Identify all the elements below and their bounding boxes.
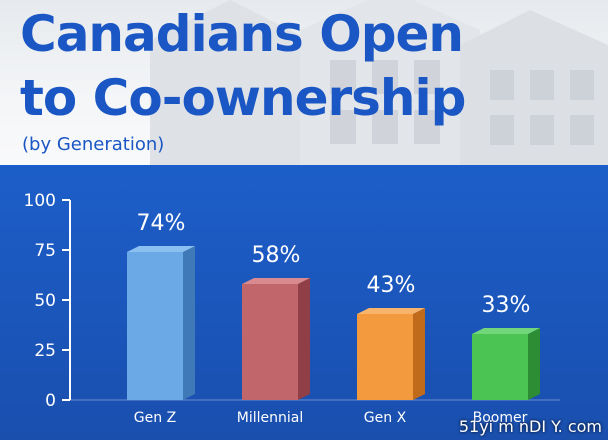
bar-group-gen-x: 43% Gen X <box>357 273 425 426</box>
bar-top-face <box>127 246 195 252</box>
chart-subtitle: (by Generation) <box>22 134 165 155</box>
houses-background-image <box>0 0 608 165</box>
bar <box>472 334 528 400</box>
bar <box>357 314 413 400</box>
y-tick-label: 75 <box>34 241 56 261</box>
y-tick-label: 0 <box>45 391 56 411</box>
bar-top-face <box>472 328 540 334</box>
bar <box>242 284 298 400</box>
x-tick-label: Millennial <box>237 410 303 426</box>
chart-title-line-1: Canadians Open <box>20 5 464 63</box>
bar-top-face <box>357 308 425 314</box>
bar-data-label: 74% <box>137 211 186 236</box>
y-tick-label: 100 <box>24 191 56 211</box>
watermark-text: 51yi m nDI Y. com <box>458 417 602 436</box>
x-tick-label: Gen Z <box>134 410 176 426</box>
y-tick-label: 25 <box>34 341 56 361</box>
x-tick-label: Boomer <box>473 410 528 426</box>
bar-data-label: 33% <box>482 293 531 318</box>
bar <box>127 252 183 400</box>
bar-group-millennial: 58% Millennial <box>237 243 310 426</box>
chart-title-line-2: to Co-ownership <box>20 69 466 127</box>
bar-side-face <box>413 308 425 400</box>
header-banner: Canadians Open to Co-ownership (by Gener… <box>0 0 608 165</box>
bar-side-face <box>528 328 540 400</box>
bar-group-boomer: 33% Boomer <box>472 293 540 426</box>
bar-top-face <box>242 278 310 284</box>
y-tick-label: 50 <box>34 291 56 311</box>
bar-chart: 0 25 50 75 100 74% Gen Z 58% Millennial 43% Gen X… <box>0 165 608 440</box>
bar-data-label: 43% <box>367 273 416 298</box>
bar-side-face <box>183 246 195 400</box>
bar-side-face <box>298 278 310 400</box>
bar-data-label: 58% <box>252 243 301 268</box>
x-tick-label: Gen X <box>364 410 407 426</box>
bar-group-gen-z: 74% Gen Z <box>127 211 195 426</box>
